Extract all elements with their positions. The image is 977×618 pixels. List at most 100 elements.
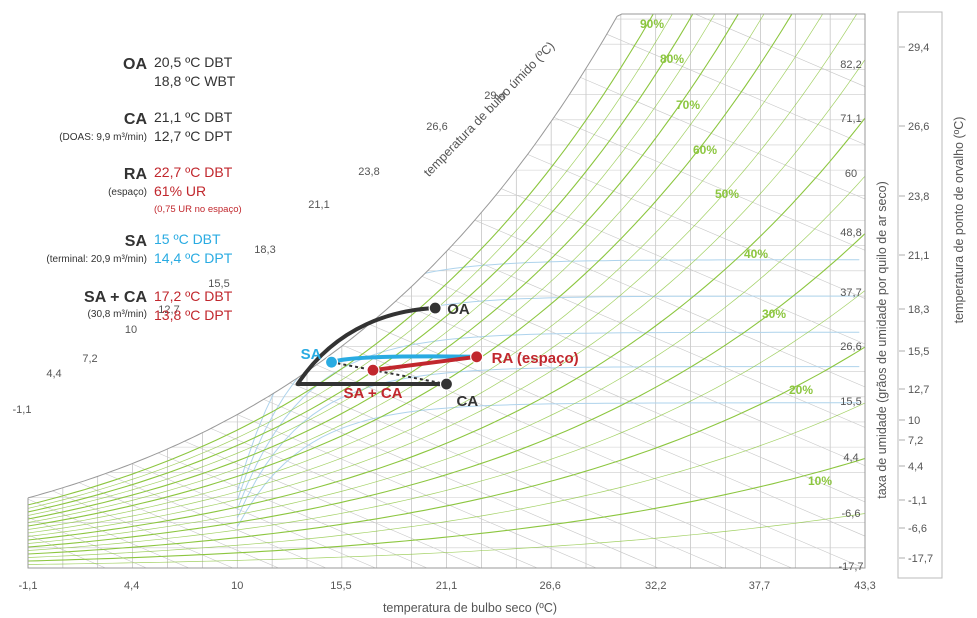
dewpoint-tick-label: 26,6	[908, 121, 929, 133]
dewpoint-panel	[897, 11, 943, 579]
rh-curve	[28, 231, 865, 548]
state-point-label: SA	[301, 346, 322, 363]
wet-bulb-gridline	[78, 482, 279, 568]
legend-oa: OA 20,5 ºC DBT 18,8 ºC WBT	[123, 54, 236, 89]
state-point-label: OA	[447, 301, 470, 318]
wet-bulb-gridline	[210, 428, 538, 568]
humidity-tick-label: -17,7	[838, 561, 863, 573]
rh-label: 70%	[676, 98, 700, 112]
rh-curve	[28, 115, 865, 541]
svg-text:SA: SA	[125, 233, 148, 250]
dewpoint-tick-label: 18,3	[908, 304, 929, 316]
rh-curve	[28, 14, 865, 523]
comfort-curve	[236, 366, 860, 519]
rh-curve	[28, 14, 865, 516]
svg-text:20,5 ºC DBT: 20,5 ºC DBT	[154, 54, 233, 70]
wet-bulb-gridline	[395, 300, 865, 568]
svg-text:15 ºC DBT: 15 ºC DBT	[154, 231, 221, 247]
wet-bulb-gridline	[421, 276, 865, 568]
svg-text:22,7 ºC DBT: 22,7 ºC DBT	[154, 164, 233, 180]
rh-label: 80%	[660, 52, 684, 66]
svg-text:SA + CA: SA + CA	[84, 289, 147, 306]
svg-text:14,4 ºC DPT: 14,4 ºC DPT	[154, 250, 233, 266]
dewpoint-tick-label: 12,7	[908, 384, 929, 396]
rh-curve	[28, 14, 865, 506]
dewpoint-tick-label: 29,4	[908, 42, 929, 54]
humidity-tick-label: 15,5	[840, 396, 861, 408]
wet-bulb-gridline	[448, 249, 865, 568]
wet-bulb-gridline	[553, 117, 865, 568]
svg-text:(DOAS: 9,9 m³/min): (DOAS: 9,9 m³/min)	[59, 132, 147, 143]
svg-text:(espaço): (espaço)	[108, 187, 147, 198]
dewpoint-tick-label: 15,5	[908, 346, 929, 358]
rh-curve	[28, 173, 865, 544]
x-tick-label: -1,1	[19, 580, 38, 592]
dewpoint-tick-label: -17,7	[908, 553, 933, 565]
state-point-label: CA	[457, 393, 479, 410]
humidity-tick-label: 71,1	[840, 113, 861, 125]
dewpoint-tick-label: 7,2	[908, 435, 923, 447]
svg-text:21,1 ºC DBT: 21,1 ºC DBT	[154, 109, 233, 125]
rh-label: 50%	[715, 187, 739, 201]
x-tick-label: 26,6	[539, 580, 560, 592]
state-points: OA CA RA (espaço) SA SA + CA	[301, 301, 579, 410]
legend-ra: RA (espaço) 22,7 ºC DBT 61% UR (0,75 UR …	[108, 164, 242, 215]
dewpoint-tick-label: 23,8	[908, 191, 929, 203]
svg-text:OA: OA	[123, 56, 147, 73]
rh-curve	[28, 14, 865, 530]
wet-bulb-gridline	[52, 490, 234, 568]
wet-bulb-gridline	[237, 414, 597, 568]
oa-to-ca-process	[295, 306, 449, 387]
comfort-curve	[236, 402, 860, 528]
wet-bulb-tick-label: -1,1	[13, 404, 32, 416]
svg-text:(30,8 m³/min): (30,8 m³/min)	[88, 309, 147, 320]
dewpoint-tick-label: 21,1	[908, 250, 929, 262]
rh-curve	[28, 457, 865, 562]
humidity-axis-ticks: 82,2 71,1 60 48,8 37,7 26,6 15,5 4,4 -6,6 -17,7	[838, 59, 863, 573]
x-tick-label: 4,4	[124, 580, 139, 592]
rh-label: 90%	[640, 17, 664, 31]
rh-label: 30%	[762, 307, 786, 321]
svg-text:12,7 ºC DPT: 12,7 ºC DPT	[154, 128, 233, 144]
humidity-tick-label: 60	[845, 168, 857, 180]
x-tick-label: 15,5	[330, 580, 351, 592]
wet-bulb-gridline	[633, 14, 865, 568]
dewpoint-tick-label: 10	[908, 415, 920, 427]
state-point-marker	[428, 301, 442, 315]
rh-curve	[28, 401, 865, 558]
wet-bulb-tick-label: 26,6	[426, 121, 447, 133]
dewpoint-tick-label: -1,1	[908, 495, 927, 507]
wet-bulb-gridline	[28, 504, 147, 568]
svg-text:RA: RA	[124, 166, 148, 183]
dewpoint-axis-ticks: 29,4 26,6 23,8 21,1 18,3 15,5 12,7 10 7,2 4,4 -1,1…	[899, 42, 933, 565]
dewpoint-axis-title: temperatura de ponto de orvalho (ºC)	[952, 117, 966, 324]
state-point-label: RA (espaço)	[492, 350, 579, 367]
wet-bulb-tick-label: 23,8	[358, 166, 379, 178]
x-tick-label: 21,1	[436, 580, 457, 592]
chart-outline	[27, 13, 866, 569]
state-point-marker	[324, 355, 339, 369]
wet-bulb-tick-label: 18,3	[254, 244, 275, 256]
svg-text:13,8 ºC DPT: 13,8 ºC DPT	[154, 307, 233, 323]
legend-ca: CA (DOAS: 9,9 m³/min) 21,1 ºC DBT 12,7 º…	[59, 109, 232, 144]
rh-curve	[28, 345, 865, 555]
rh-label: 10%	[808, 474, 832, 488]
state-legend: OA 20,5 ºC DBT 18,8 ºC WBT CA (DOAS: 9,9…	[46, 54, 241, 323]
x-tick-label: 43,3	[854, 580, 875, 592]
wet-bulb-tick-label: 10	[125, 324, 137, 336]
wet-bulb-gridline	[105, 473, 327, 568]
humidity-tick-label: 26,6	[840, 341, 861, 353]
wet-bulb-gridline	[316, 364, 792, 568]
state-point-marker	[439, 377, 454, 391]
wet-bulb-tick-label: 15,5	[208, 278, 229, 290]
svg-text:(0,75 UR no espaço): (0,75 UR no espaço)	[154, 204, 242, 215]
dewpoint-tick-label: -6,6	[908, 523, 927, 535]
rh-curve	[28, 512, 865, 565]
rh-curve	[28, 288, 865, 551]
wet-bulb-gridline	[580, 77, 865, 568]
rh-curve	[28, 14, 865, 534]
wet-bulb-tick-label: 4,4	[46, 368, 61, 380]
rh-curve	[28, 14, 865, 513]
wet-bulb-tick-label: 21,1	[308, 199, 329, 211]
